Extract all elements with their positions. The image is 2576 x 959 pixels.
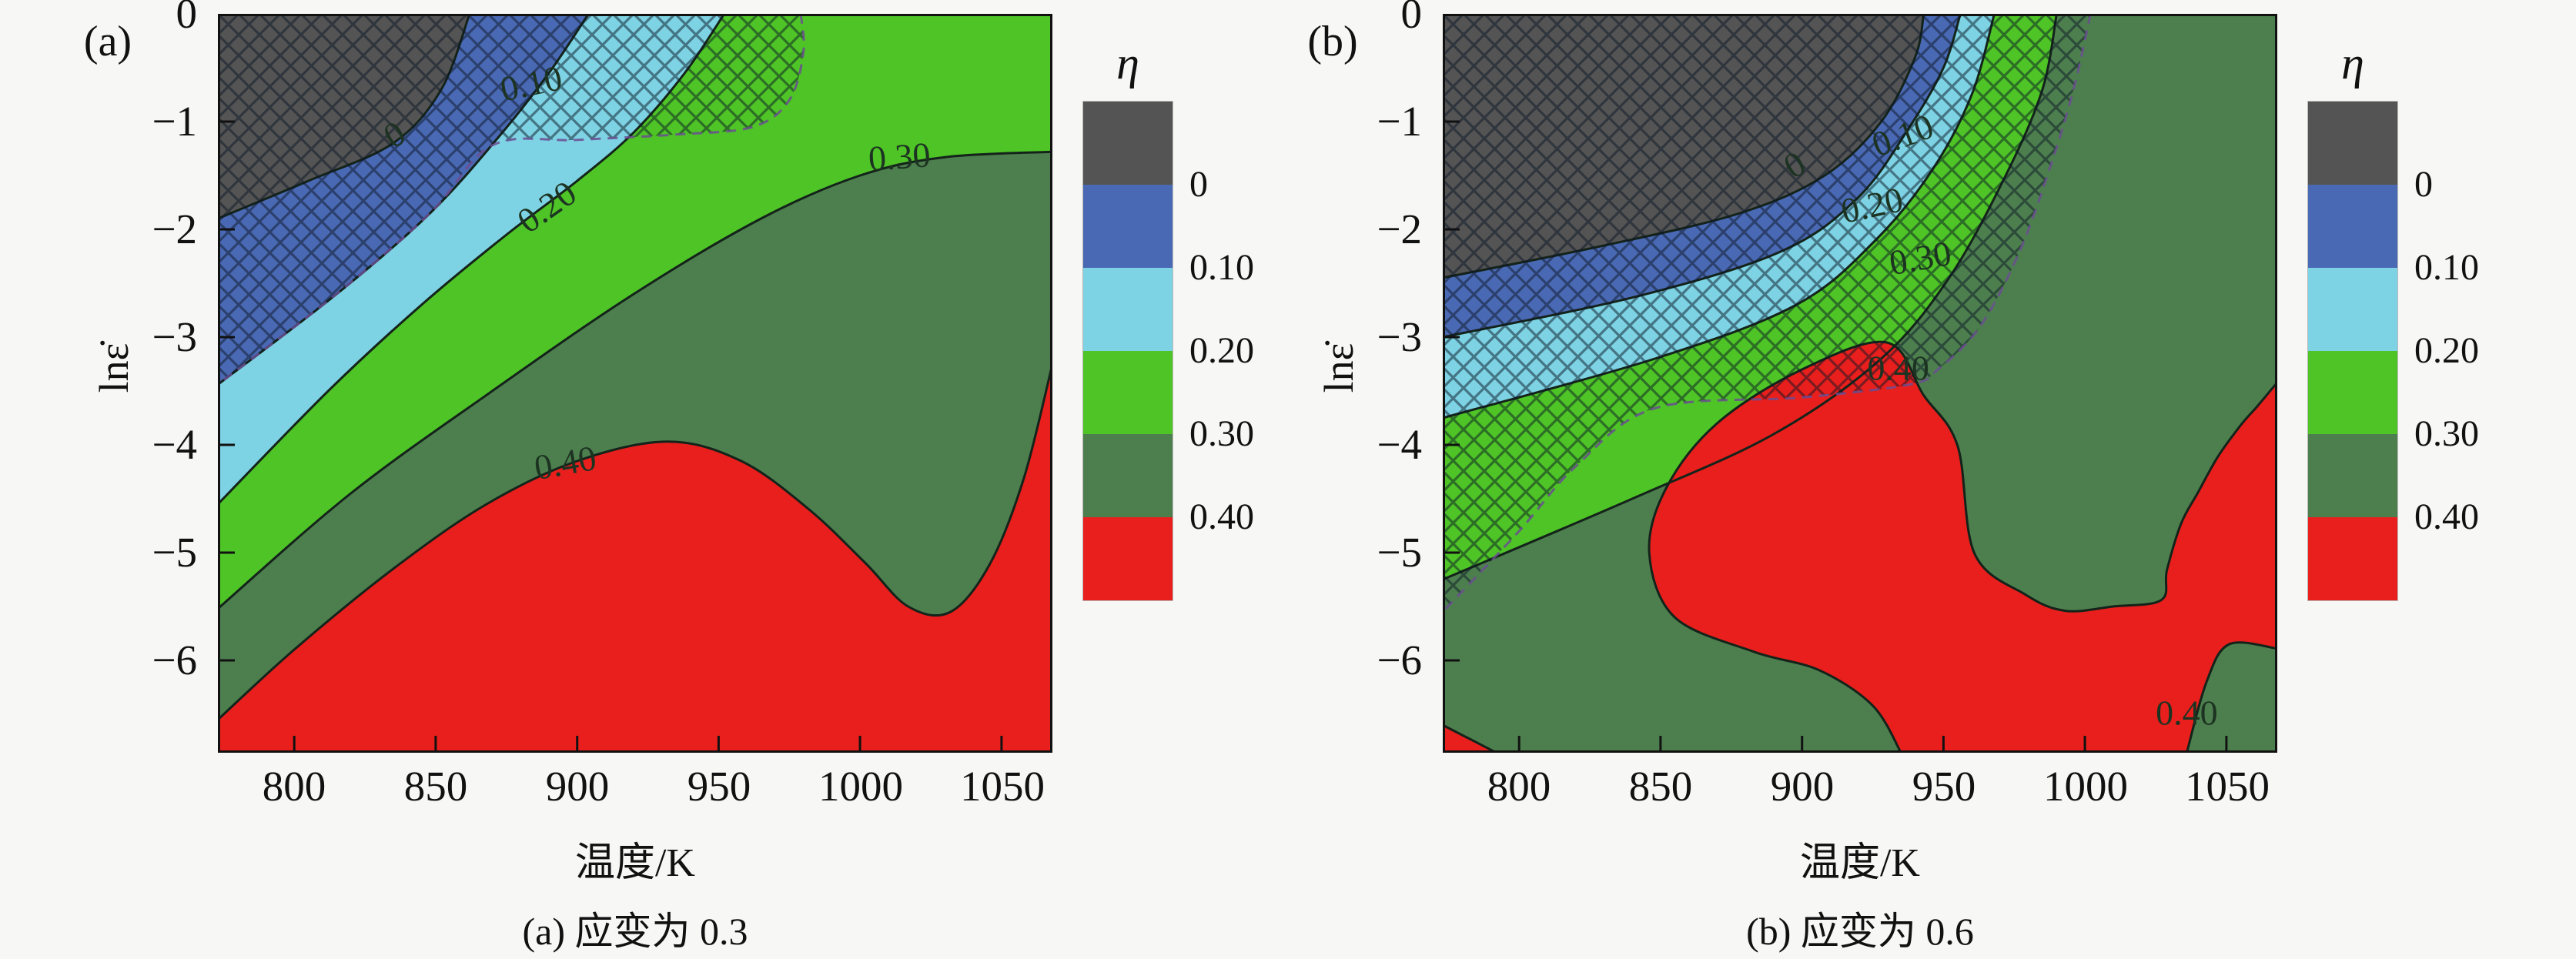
colorbar-b-tick: 0.10	[2414, 247, 2479, 288]
colorbar-a	[1083, 102, 1173, 600]
colorbar-a-tick: 0.10	[1189, 247, 1254, 288]
panel-a-ytick: −2	[152, 206, 197, 252]
colorbar-band	[2308, 102, 2397, 185]
colorbar-band	[2308, 185, 2397, 268]
panel-a-xtick: 1000	[818, 763, 903, 810]
panel-a-ytick: −3	[152, 313, 197, 360]
colorbar-band	[2308, 351, 2397, 434]
panel-b-xtick: 1000	[2043, 763, 2128, 810]
colorbar-band	[2308, 434, 2397, 517]
colorbar-band	[2308, 268, 2397, 351]
panel-b-letter: (b)	[1307, 18, 1358, 65]
contour-label: 0.30	[867, 135, 932, 178]
contour-label: 0.40	[2156, 693, 2218, 732]
panel-a-ytick: −6	[152, 637, 197, 683]
colorbar-b-title: η	[2341, 38, 2364, 89]
colorbar-b-tick: 0.20	[2414, 330, 2479, 371]
contour-plot-b: 00.100.200.300.400.40	[1443, 14, 2277, 753]
panel-a-xlabel: 温度/K	[574, 841, 695, 885]
colorbar-band	[2308, 517, 2397, 600]
panel-b-ytick: 0	[1400, 0, 1423, 37]
panel-b-ytick: −3	[1377, 313, 1422, 360]
contour-plot-a: 00.100.200.300.40	[218, 14, 1052, 753]
panel-b-ytick: −1	[1377, 98, 1422, 145]
panel-a-xtick: 850	[403, 763, 468, 810]
colorbar-b-tick: 0.40	[2414, 496, 2479, 537]
panel-b-ytick: −6	[1377, 637, 1422, 683]
panel-a-xtick: 800	[262, 763, 326, 810]
panel-b-xtick: 900	[1770, 763, 1835, 810]
panel-a-xtick: 950	[687, 763, 751, 810]
panel-b-xtick: 1050	[2185, 763, 2270, 810]
colorbar-band	[1083, 268, 1173, 351]
contour-label: 0.40	[1867, 348, 1929, 387]
panel-b-xlabel: 温度/K	[1799, 841, 1920, 885]
colorbar-band	[1083, 517, 1173, 600]
panel-b-ytick: −5	[1377, 529, 1422, 576]
panel-b-ytick: −4	[1377, 421, 1422, 468]
panel-a-ytick: −1	[152, 98, 197, 145]
panel-b-caption: (b) 应变为 0.6	[1746, 910, 1974, 953]
colorbar-a-title: η	[1116, 38, 1139, 89]
colorbar-b-tick: 0.30	[2414, 413, 2479, 454]
panel-b-xtick: 850	[1628, 763, 1693, 810]
panel-b-xtick: 950	[1912, 763, 1976, 810]
colorbar-a-tick: 0.30	[1189, 413, 1254, 454]
panel-a-ytick: −4	[152, 421, 197, 468]
colorbar-b	[2308, 102, 2397, 600]
colorbar-a-tick: 0.20	[1189, 330, 1254, 371]
panel-b-ytick: −2	[1377, 206, 1422, 252]
panel-a-ytick: 0	[176, 0, 198, 37]
colorbar-band	[1083, 102, 1173, 185]
panel-a-xtick: 1050	[960, 763, 1045, 810]
panel-a-xtick: 900	[545, 763, 610, 810]
colorbar-band	[1083, 434, 1173, 517]
panel-a-caption: (a) 应变为 0.3	[522, 910, 748, 953]
panel-a-letter: (a)	[83, 18, 132, 65]
colorbar-band	[1083, 185, 1173, 268]
colorbar-b-tick: 0	[2414, 164, 2433, 205]
colorbar-a-tick: 0.40	[1189, 496, 1254, 537]
panel-a-ytick: −5	[152, 529, 197, 576]
panel-b-xtick: 800	[1487, 763, 1551, 810]
colorbar-band	[1083, 351, 1173, 434]
colorbar-a-tick: 0	[1189, 164, 1208, 205]
